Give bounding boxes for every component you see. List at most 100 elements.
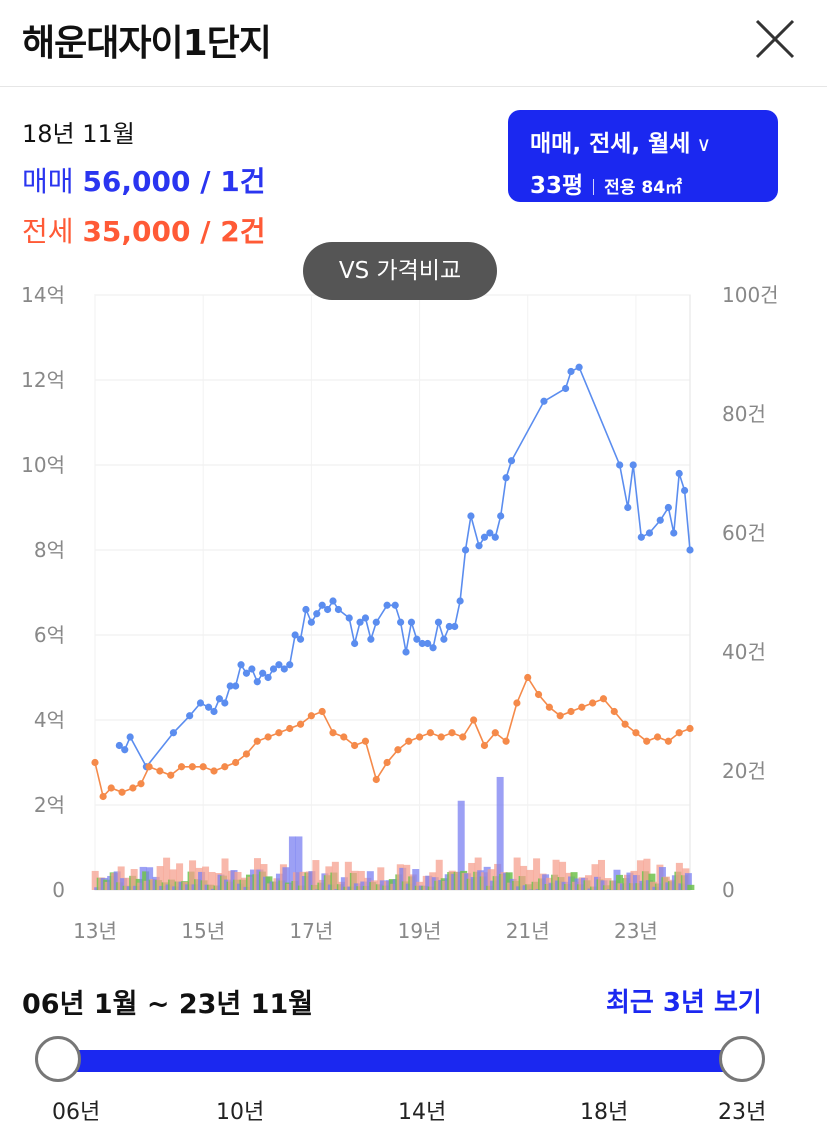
lease-price-point (643, 738, 650, 745)
sale-price-point (616, 461, 623, 468)
sale-price-point (508, 457, 515, 464)
lease-price-point (91, 759, 98, 766)
lease-price-point (232, 759, 239, 766)
sale-price-point (670, 529, 677, 536)
sale-price-point (302, 606, 309, 613)
lease-price-point (329, 729, 336, 736)
sale-price-point (467, 512, 474, 519)
sale-price-point (676, 470, 683, 477)
y-right-tick-label: 0 (722, 878, 735, 902)
sale-price-point (657, 517, 664, 524)
rent-volume-bar (687, 885, 694, 890)
y-right-tick-label: 20건 (722, 759, 766, 783)
sale-price-point (392, 602, 399, 609)
lease-price-point (632, 729, 639, 736)
sale-price-point (681, 487, 688, 494)
chevron-down-icon: ∨ (696, 132, 711, 156)
y-left-tick-label: 10억 (21, 453, 65, 477)
sale-price-point (540, 398, 547, 405)
lease-summary: 전세 35,000 / 2건 (22, 210, 265, 250)
close-icon[interactable] (750, 14, 800, 64)
lease-price-point (286, 725, 293, 732)
sale-price-point (264, 674, 271, 681)
sale-summary: 매매 56,000 / 1건 (22, 160, 265, 200)
sale-price-point (576, 364, 583, 371)
lease-price-point (254, 738, 261, 745)
sale-price-point (237, 661, 244, 668)
lease-price-point (275, 729, 282, 736)
lease-price-point (492, 729, 499, 736)
filter-types-row: 매매, 전세, 월세∨ (530, 124, 711, 158)
sale-price-point (497, 512, 504, 519)
lease-price-point (137, 780, 144, 787)
slider-tick-label: 23년 (718, 1094, 766, 1126)
lease-price-point (156, 767, 163, 774)
sale-price-point (232, 682, 239, 689)
sale-price-point (457, 597, 464, 604)
header: 해운대자이1단지 (0, 0, 827, 87)
sale-price-point (221, 699, 228, 706)
lease-price-point (438, 733, 445, 740)
y-right-tick-label: 40건 (722, 640, 766, 664)
filter-size: 33평 (530, 173, 583, 199)
y-left-tick-label: 4억 (34, 708, 65, 732)
slider-tick-label: 18년 (580, 1094, 628, 1126)
lease-price-point (589, 699, 596, 706)
lease-price-point (416, 733, 423, 740)
lease-label: 전세 (22, 215, 74, 248)
sale-price-point (630, 461, 637, 468)
lease-price-point (351, 742, 358, 749)
lease-price-point (513, 699, 520, 706)
lease-price-point (524, 674, 531, 681)
lease-price-point (448, 729, 455, 736)
lease-price-point (557, 712, 564, 719)
sale-price-point (686, 546, 693, 553)
slider-tick-label: 14년 (398, 1094, 446, 1126)
slider-start-handle[interactable] (35, 1036, 81, 1082)
sale-price-point (351, 640, 358, 647)
slider-tick-label: 06년 (52, 1094, 100, 1126)
lease-price-point (535, 691, 542, 698)
sale-price-point (248, 665, 255, 672)
sale-price-point (297, 636, 304, 643)
x-tick-label: 15년 (181, 919, 225, 943)
page-title: 해운대자이1단지 (22, 14, 271, 66)
lease-price-point (178, 763, 185, 770)
lease-price-point (459, 733, 466, 740)
slider-end-handle[interactable] (719, 1036, 765, 1082)
y-left-tick-label: 0 (52, 878, 65, 902)
lease-price-point (145, 763, 152, 770)
sale-price-point (186, 712, 193, 719)
lease-price-point (340, 733, 347, 740)
y-left-tick-label: 6억 (34, 623, 65, 647)
sale-price-point (286, 661, 293, 668)
sale-price-point (624, 504, 631, 511)
sale-price-point (665, 504, 672, 511)
lease-price-point (319, 708, 326, 715)
recent-3-years-button[interactable]: 최근 3년 보기 (606, 982, 762, 1019)
lease-price-point (567, 708, 574, 715)
lease-price-point (108, 784, 115, 791)
lease-price-point (118, 789, 125, 796)
y-right-tick-label: 80건 (722, 402, 766, 426)
y-left-tick-label: 8억 (34, 538, 65, 562)
sale-label: 매매 (22, 165, 74, 198)
vs-compare-button[interactable]: VS 가격비교 (303, 242, 497, 300)
x-tick-label: 23년 (614, 919, 658, 943)
lease-price-point (405, 738, 412, 745)
sale-price-point (402, 648, 409, 655)
lease-price-point (654, 733, 661, 740)
filter-types: 매매, 전세, 월세 (530, 131, 690, 157)
lease-price-point (373, 776, 380, 783)
lease-price-point (200, 763, 207, 770)
sale-price-point (383, 602, 390, 609)
sale-price-point (335, 606, 342, 613)
lease-price-point (621, 721, 628, 728)
sale-price-point (324, 606, 331, 613)
sale-price-point (313, 610, 320, 617)
lease-price-point (297, 721, 304, 728)
lease-price-point (578, 704, 585, 711)
sale-value: 56,000 / 1건 (82, 165, 265, 198)
period-slider-track[interactable] (58, 1050, 742, 1072)
